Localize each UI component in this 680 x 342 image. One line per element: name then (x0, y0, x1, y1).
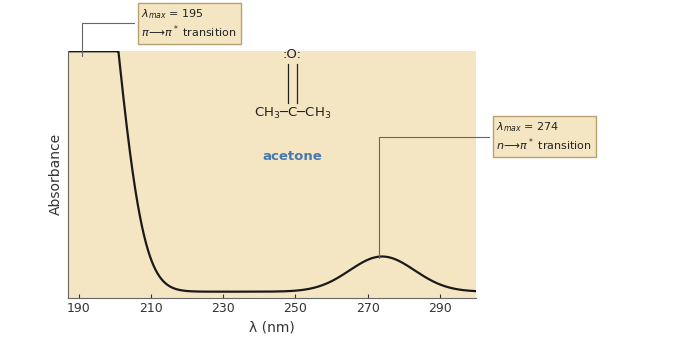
Text: $\lambda_{max}$ = 274
$n\!\longrightarrow\!\pi^*$ transition: $\lambda_{max}$ = 274 $n\!\longrightarro… (379, 120, 592, 259)
Text: CH$_3$─C─CH$_3$: CH$_3$─C─CH$_3$ (254, 105, 331, 121)
X-axis label: λ (nm): λ (nm) (249, 321, 295, 335)
Text: :O:: :O: (283, 48, 302, 61)
Text: acetone: acetone (262, 150, 322, 163)
Y-axis label: Absorbance: Absorbance (48, 133, 63, 215)
Text: $\lambda_{max}$ = 195
$\pi\!\longrightarrow\!\pi^*$ transition: $\lambda_{max}$ = 195 $\pi\!\longrightar… (82, 7, 237, 55)
